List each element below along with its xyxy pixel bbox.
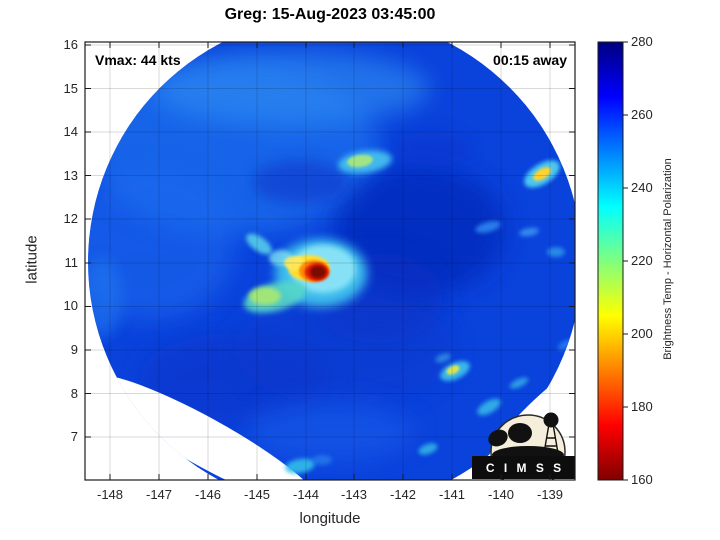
colorbar-tick-label: 220 [631, 253, 653, 268]
time-away-annotation: 00:15 away [493, 52, 567, 68]
colorbar-gradient [597, 41, 624, 481]
y-tick-label: 16 [63, 37, 78, 52]
cimss-logo: C I M S S [472, 412, 575, 480]
x-tick-label: -141 [438, 487, 466, 502]
x-tick-label: -140 [487, 487, 515, 502]
y-tick-label: 11 [64, 255, 79, 270]
x-tick-label: -145 [243, 487, 271, 502]
water-tower-icon [543, 423, 559, 454]
x-tick-label: -139 [536, 487, 564, 502]
colorbar-label: Brightness Temp - Horizontal Polarizatio… [662, 158, 674, 360]
x-tick-label: -143 [340, 487, 368, 502]
y-tick-label: 15 [63, 81, 78, 96]
axis-box [84, 41, 576, 481]
water-tower-tank [543, 412, 559, 428]
x-tick-label: -148 [96, 487, 124, 502]
x-tick-label: -146 [194, 487, 222, 502]
cimss-banner [472, 456, 575, 479]
cimss-banner-text: C I M S S [486, 461, 564, 475]
colorbar-ticks [623, 41, 628, 481]
colorbar-tick-label: 180 [631, 399, 653, 414]
swath-disk [88, 42, 575, 480]
x-tick-label: -147 [145, 487, 173, 502]
x-tick-label: -144 [292, 487, 320, 502]
colorbar-tick-label: 240 [631, 180, 653, 195]
y-tick-label: 12 [63, 211, 78, 226]
colorbar-tick-label: 280 [631, 34, 653, 49]
y-tick-label: 9 [70, 342, 78, 357]
colorbar-tick-label: 160 [631, 472, 653, 487]
eye-hot-spot [310, 265, 326, 279]
y-tick-label: 14 [63, 124, 78, 139]
rainband-cell-south [285, 458, 315, 474]
vmax-annotation: Vmax: 44 kts [95, 52, 181, 68]
swath-edge-carve [88, 374, 322, 480]
storm-eye-complex [243, 233, 367, 313]
convective-cells [338, 150, 560, 455]
rainband-streak-south [477, 398, 501, 416]
y-tick-label: 13 [63, 168, 78, 183]
radome-icon [508, 423, 532, 443]
colorbar-tick-label: 260 [631, 107, 653, 122]
colorbar-tick-label: 200 [631, 326, 653, 341]
radome-icon [488, 429, 508, 447]
y-tick-label: 8 [70, 386, 78, 401]
y-axis-label: latitude [23, 235, 41, 284]
plot-title: Greg: 15-Aug-2023 03:45:00 [224, 6, 436, 23]
y-tick-label: 7 [70, 429, 78, 444]
x-tick-label: -142 [389, 487, 417, 502]
grid-lines [85, 42, 575, 480]
x-axis-label: longitude [299, 510, 361, 527]
axis-ticks [85, 42, 575, 480]
y-tick-label: 10 [63, 298, 78, 313]
